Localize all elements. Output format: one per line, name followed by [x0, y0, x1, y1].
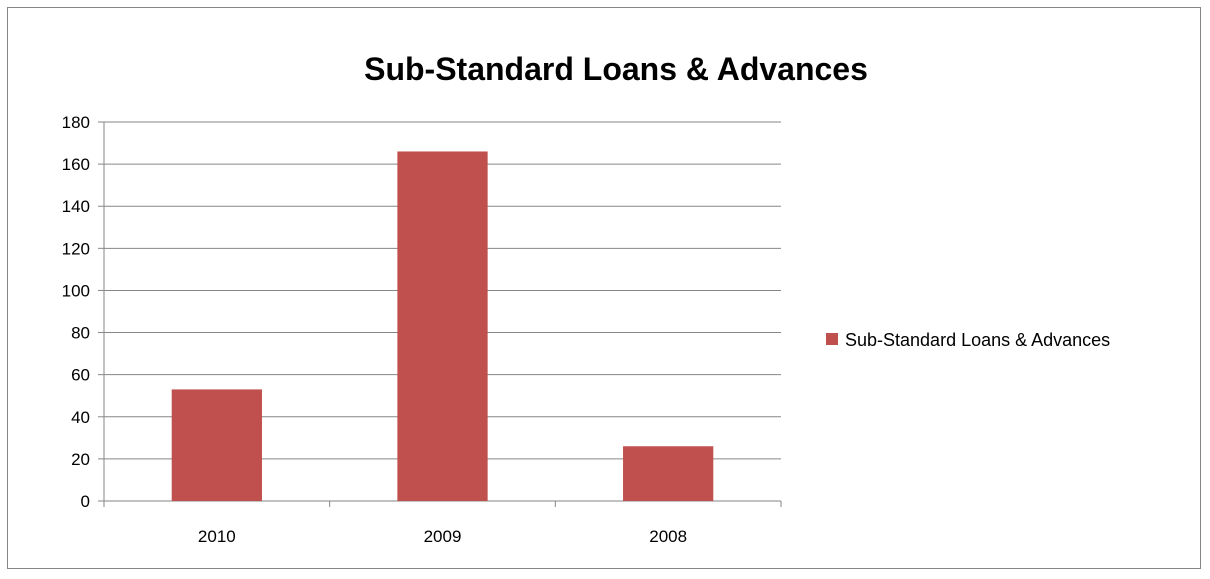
x-tick-label: 2008 [649, 527, 687, 546]
legend: Sub-Standard Loans & Advances [826, 330, 1110, 350]
y-tick-label: 120 [62, 239, 90, 258]
y-tick-label: 180 [62, 113, 90, 132]
y-tick-label: 40 [71, 408, 90, 427]
y-tick-label: 20 [71, 450, 90, 469]
chart-frame: Sub-Standard Loans & Advances 0 20 40 60 80 1… [7, 7, 1201, 569]
x-tick-label: 2010 [198, 527, 236, 546]
y-tick-label: 60 [71, 366, 90, 385]
bar-2008 [623, 446, 714, 501]
y-tick-label: 160 [62, 155, 90, 174]
bar-chart: Sub-Standard Loans & Advances 0 20 40 60 80 1… [62, 51, 1111, 546]
bar-2010 [171, 389, 262, 501]
x-tick-labels: 2010 2009 2008 [198, 527, 687, 546]
y-tick-label: 80 [71, 324, 90, 343]
x-tick-label: 2009 [424, 527, 462, 546]
y-tick-labels: 0 20 40 60 80 100 120 140 160 180 [62, 113, 90, 511]
chart-title: Sub-Standard Loans & Advances [364, 51, 868, 87]
y-tick-label: 100 [62, 281, 90, 300]
y-tick-label: 140 [62, 197, 90, 216]
y-tick-label: 0 [81, 492, 90, 511]
bars [171, 151, 714, 501]
bar-2009 [397, 151, 488, 501]
legend-swatch [826, 333, 838, 345]
legend-label: Sub-Standard Loans & Advances [845, 330, 1110, 350]
